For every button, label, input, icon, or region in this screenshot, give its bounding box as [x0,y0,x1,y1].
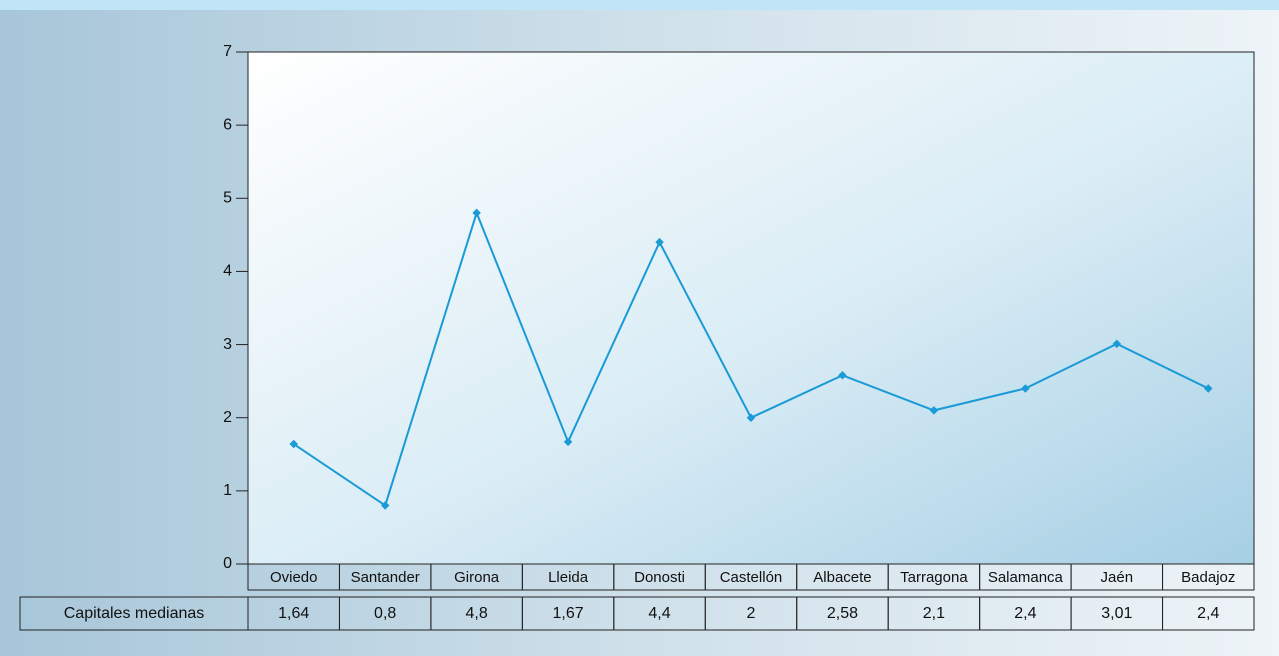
y-tick-label: 0 [223,555,232,572]
x-tick-label: Castellón [720,569,783,586]
table-value: 1,67 [553,605,584,622]
plot-area [247,51,1255,565]
x-tick-label: Tarragona [900,569,968,586]
x-tick-label: Donosti [634,569,685,586]
y-tick-label: 6 [223,116,232,133]
marker [929,406,939,415]
marker [1021,384,1030,393]
marker [1204,384,1213,393]
table-value: 1,64 [278,605,309,622]
table-value: 4,4 [648,605,670,622]
x-tick-label: Albacete [813,569,871,586]
y-tick-label: 1 [223,482,232,499]
marker [838,371,847,380]
table-value: 2,1 [923,605,945,622]
x-tick-label: Girona [454,569,500,586]
marker [746,413,756,422]
marker [1112,339,1122,349]
marker [380,501,390,510]
marker [563,437,573,447]
x-tick-label: Badajoz [1181,569,1235,586]
x-tick-label: Oviedo [270,569,318,586]
x-tick-label: Lleida [548,569,589,586]
top-strip [0,0,1279,10]
x-tick-label: Jaén [1101,569,1134,586]
series-name: Capitales medianas [64,605,205,622]
y-tick-label: 2 [223,409,232,426]
table-value: 2,58 [827,605,858,622]
table-value: 4,8 [466,605,488,622]
table-value: 2,4 [1197,605,1219,622]
x-tick-label: Santander [351,569,420,586]
marker [472,208,481,218]
table-cell [1162,596,1255,631]
y-tick-label: 3 [223,336,232,353]
table-value: 0,8 [374,605,396,622]
marker [289,439,298,449]
y-tick-label: 7 [223,43,232,60]
y-tick-label: 5 [223,190,232,207]
table-value: 3,01 [1101,605,1132,622]
category-cell [1162,563,1255,591]
x-tick-label: Salamanca [988,569,1064,586]
table-value: 2,4 [1014,605,1036,622]
table-value: 2 [747,605,756,622]
y-tick-label: 4 [223,263,232,280]
